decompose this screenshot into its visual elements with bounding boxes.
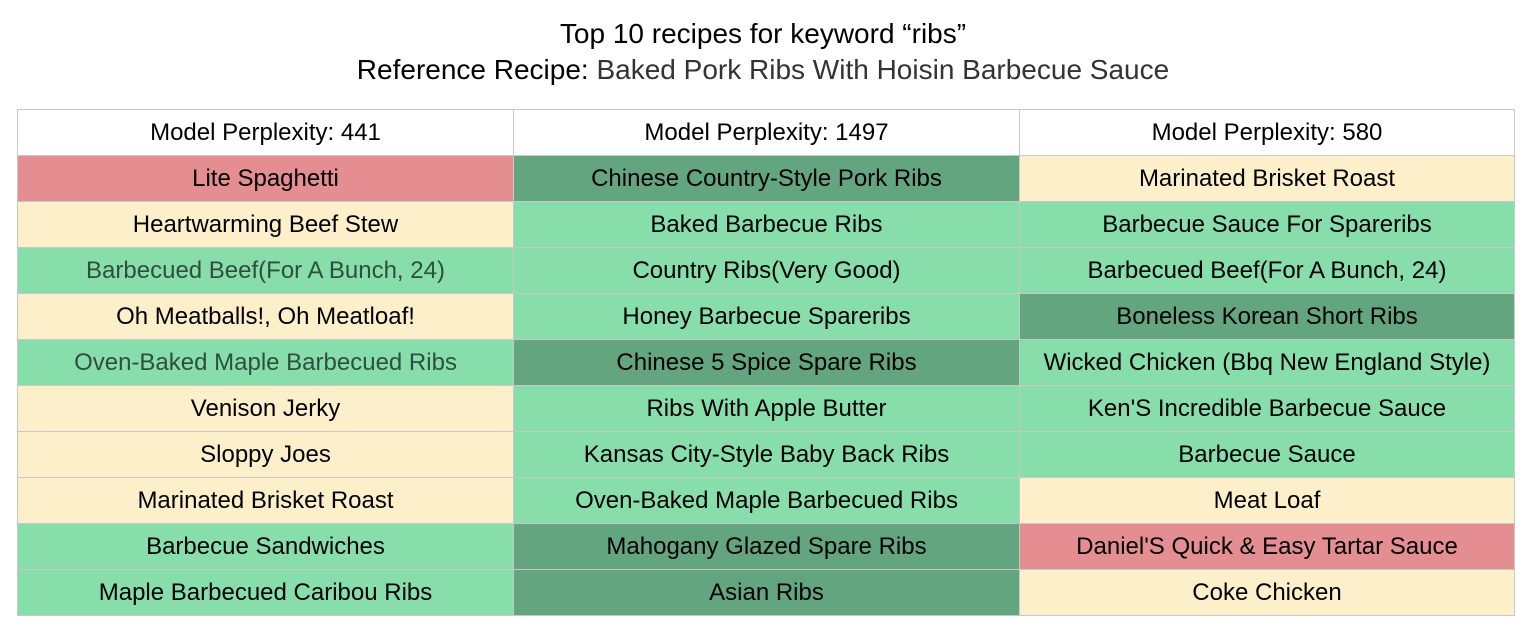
table-row: Sloppy Joes Kansas City-Style Baby Back R… [17, 431, 1515, 478]
recipe-cell: Honey Barbecue Spareribs [513, 293, 1020, 340]
recipe-cell: Barbecue Sauce For Spareribs [1019, 201, 1515, 248]
table-row: Maple Barbecued Caribou Ribs Asian Ribs Co… [17, 569, 1515, 616]
table-row: Heartwarming Beef Stew Baked Barbecue Rib… [17, 201, 1515, 248]
recipe-cell: Marinated Brisket Roast [1019, 155, 1515, 202]
recipe-cell: Meat Loaf [1019, 477, 1515, 524]
recipe-cell: Baked Barbecue Ribs [513, 201, 1020, 248]
table-row: Barbecued Beef(For A Bunch, 24) Country R… [17, 247, 1515, 294]
recipe-cell: Oh Meatballs!, Oh Meatloaf! [17, 293, 514, 340]
page-subtitle: Reference Recipe: Baked Pork Ribs With H… [0, 53, 1526, 87]
recipe-cell: Barbecue Sauce [1019, 431, 1515, 478]
recipe-cell: Venison Jerky [17, 385, 514, 432]
recipe-cell: Ribs With Apple Butter [513, 385, 1020, 432]
recipe-cell: Barbecued Beef(For A Bunch, 24) [17, 247, 514, 294]
recipe-table-body: Model Perplexity: 441 Model Perplexity: … [17, 109, 1515, 616]
recipe-cell: Kansas City-Style Baby Back Ribs [513, 431, 1020, 478]
recipe-cell: Maple Barbecued Caribou Ribs [17, 569, 514, 616]
recipe-cell: Ken'S Incredible Barbecue Sauce [1019, 385, 1515, 432]
recipe-cell: Wicked Chicken (Bbq New England Style) [1019, 339, 1515, 386]
column-header: Model Perplexity: 441 [17, 109, 514, 156]
recipe-cell: Boneless Korean Short Ribs [1019, 293, 1515, 340]
table-row: Venison Jerky Ribs With Apple Butter Ken'S… [17, 385, 1515, 432]
table-row: Oh Meatballs!, Oh Meatloaf! Honey Barbecu… [17, 293, 1515, 340]
recipe-cell: Marinated Brisket Roast [17, 477, 514, 524]
recipe-table: Model Perplexity: 441 Model Perplexity: … [17, 109, 1515, 616]
recipe-cell: Lite Spaghetti [17, 155, 514, 202]
recipe-cell: Coke Chicken [1019, 569, 1515, 616]
column-header: Model Perplexity: 580 [1019, 109, 1515, 156]
reference-label: Reference Recipe: [356, 54, 597, 85]
recipe-cell: Sloppy Joes [17, 431, 514, 478]
recipe-cell: Oven-Baked Maple Barbecued Ribs [513, 477, 1020, 524]
page-title: Top 10 recipes for keyword “ribs” [559, 18, 967, 49]
recipe-cell: Oven-Baked Maple Barbecued Ribs [17, 339, 514, 386]
column-header: Model Perplexity: 1497 [513, 109, 1020, 156]
recipe-cell: Heartwarming Beef Stew [17, 201, 514, 248]
reference-recipe-name: Baked Pork Ribs With Hoisin Barbecue Sau… [596, 54, 1170, 85]
recipe-cell: Mahogany Glazed Spare Ribs [513, 523, 1020, 570]
recipe-cell: Chinese 5 Spice Spare Ribs [513, 339, 1020, 386]
recipe-cell: Chinese Country-Style Pork Ribs [513, 155, 1020, 202]
table-row: Oven-Baked Maple Barbecued Ribs Chinese 5… [17, 339, 1515, 386]
recipe-cell: Country Ribs(Very Good) [513, 247, 1020, 294]
recipe-cell: Barbecued Beef(For A Bunch, 24) [1019, 247, 1515, 294]
table-row: Barbecue Sandwiches Mahogany Glazed Spare… [17, 523, 1515, 570]
table-row: Lite Spaghetti Chinese Country-Style Pork… [17, 155, 1515, 202]
recipe-cell: Daniel'S Quick & Easy Tartar Sauce [1019, 523, 1515, 570]
recipe-cell: Asian Ribs [513, 569, 1020, 616]
table-header-row: Model Perplexity: 441 Model Perplexity: … [17, 109, 1515, 156]
table-row: Marinated Brisket Roast Oven-Baked Maple … [17, 477, 1515, 524]
recipe-cell: Barbecue Sandwiches [17, 523, 514, 570]
